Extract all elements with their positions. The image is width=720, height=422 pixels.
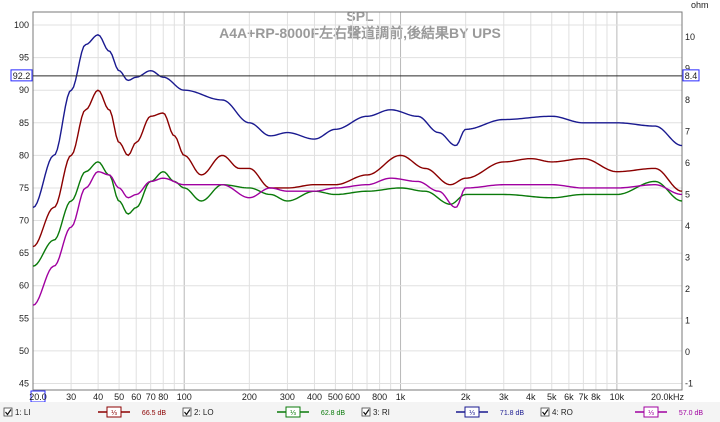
- series-line-1: [32, 89, 683, 248]
- x-tick-label: 20.0kHz: [651, 392, 685, 402]
- x-tick-label: 3k: [499, 392, 509, 402]
- legend-bar: [0, 402, 720, 422]
- legend-series-value: 71.8 dB: [500, 410, 524, 417]
- legend-series-name: 3: RI: [373, 408, 390, 417]
- y-tick-label: 65: [19, 248, 29, 258]
- x-tick-label: 10k: [610, 392, 625, 402]
- legend-checkbox[interactable]: [182, 407, 192, 417]
- x-tick-label: 70: [146, 392, 156, 402]
- right-tick-label: 5: [685, 190, 690, 200]
- chart-subtitle: A4A+RP-8000F左右聲道調前,後結果BY UPS: [219, 25, 501, 41]
- x-cursor-label: 20.0: [29, 392, 47, 402]
- chart-title: SPL: [346, 8, 374, 24]
- y-tick-label: 70: [19, 216, 29, 226]
- right-tick-label: 2: [685, 284, 690, 294]
- cursor-layer[interactable]: 92.2 8.4: [10, 69, 700, 82]
- x-tick-label: 5k: [547, 392, 557, 402]
- x-tick-label: 80: [158, 392, 168, 402]
- x-tick-label: 200: [242, 392, 257, 402]
- smoothing-icon-glyph: ⅓: [648, 410, 654, 417]
- x-tick-label: 4k: [526, 392, 536, 402]
- y-tick-label: 60: [19, 281, 29, 291]
- cursor-right-box[interactable]: [682, 69, 700, 82]
- grid: [32, 12, 683, 390]
- x-tick-label: 1k: [396, 392, 406, 402]
- x-tick-label: 50: [114, 392, 124, 402]
- legend-series-name: 4: RO: [552, 408, 573, 417]
- right-tick-label: 1: [685, 316, 690, 326]
- right-tick-label: 4: [685, 221, 690, 231]
- y-tick-label: 80: [19, 150, 29, 160]
- x-tick-label: 8k: [591, 392, 601, 402]
- x-tick-label: 100: [177, 392, 192, 402]
- right-tick-label: 10: [685, 32, 695, 42]
- legend-series-value: 62.8 dB: [321, 410, 345, 417]
- legend-checkbox[interactable]: [361, 407, 371, 417]
- right-tick-label: 3: [685, 253, 690, 263]
- x-tick-label: 7k: [579, 392, 589, 402]
- smoothing-icon[interactable]: [106, 406, 122, 418]
- y-tick-label: 75: [19, 183, 29, 193]
- x-tick-label: 6k: [564, 392, 574, 402]
- y-tick-label: 55: [19, 313, 29, 323]
- right-tick-label: 0: [685, 347, 690, 357]
- check-icon: [363, 409, 370, 416]
- smoothing-icon-glyph: ⅓: [469, 410, 475, 417]
- series-lines: [32, 34, 683, 306]
- axis-ticks: 4550556065707580859095100-10123456789103…: [14, 20, 695, 403]
- y-tick-label: 45: [19, 378, 29, 388]
- legend-series-name: 2: LO: [194, 408, 214, 417]
- x-tick-label: 800: [372, 392, 387, 402]
- x-tick-label: 400: [307, 392, 322, 402]
- legend-checkbox[interactable]: [540, 407, 550, 417]
- y-tick-label: 50: [19, 346, 29, 356]
- right-tick-label: -1: [685, 379, 693, 389]
- cursor-left-label: 92.2: [13, 71, 31, 81]
- legend-series-value: 57.0 dB: [679, 410, 703, 417]
- smoothing-icon[interactable]: [643, 406, 659, 418]
- y-tick-label: 100: [14, 20, 29, 30]
- plot-frame: [32, 11, 683, 391]
- right-tick-label: 9: [685, 64, 690, 74]
- x-tick-label: 300: [280, 392, 295, 402]
- legend-series-value: 66.5 dB: [142, 410, 166, 417]
- x-tick-label: 40: [93, 392, 103, 402]
- series-line-4: [32, 170, 683, 306]
- cursor-left-box[interactable]: [10, 69, 33, 82]
- smoothing-icon-glyph: ⅓: [290, 410, 296, 417]
- x-tick-label: 2k: [461, 392, 471, 402]
- x-tick-label: 60: [131, 392, 141, 402]
- right-tick-label: 8: [685, 95, 690, 105]
- smoothing-icon-glyph: ⅓: [111, 410, 117, 417]
- series-line-3: [32, 34, 683, 209]
- right-tick-label: 7: [685, 127, 690, 137]
- legend: 1: LI ⅓ 66.5 dB 2: LO ⅓ 62.8 dB 3: RI ⅓ 71.8 dB 4…: [0, 402, 720, 422]
- smoothing-icon[interactable]: [464, 406, 480, 418]
- right-axis-unit: ohm: [691, 0, 709, 10]
- x-tick-label: 500: [328, 392, 343, 402]
- legend-series-name: 1: LI: [15, 408, 31, 417]
- smoothing-icon[interactable]: [285, 406, 301, 418]
- x-tick-label: 30: [66, 392, 76, 402]
- x-tick-label: 600: [345, 392, 360, 402]
- y-tick-label: 85: [19, 118, 29, 128]
- check-icon: [542, 409, 549, 416]
- legend-checkbox[interactable]: [3, 407, 13, 417]
- series-line-2: [32, 161, 683, 267]
- y-tick-label: 90: [19, 85, 29, 95]
- check-icon: [5, 409, 12, 416]
- right-tick-label: 6: [685, 158, 690, 168]
- check-icon: [184, 409, 191, 416]
- cursor-right-label: 8.4: [685, 71, 698, 81]
- y-tick-label: 95: [19, 53, 29, 63]
